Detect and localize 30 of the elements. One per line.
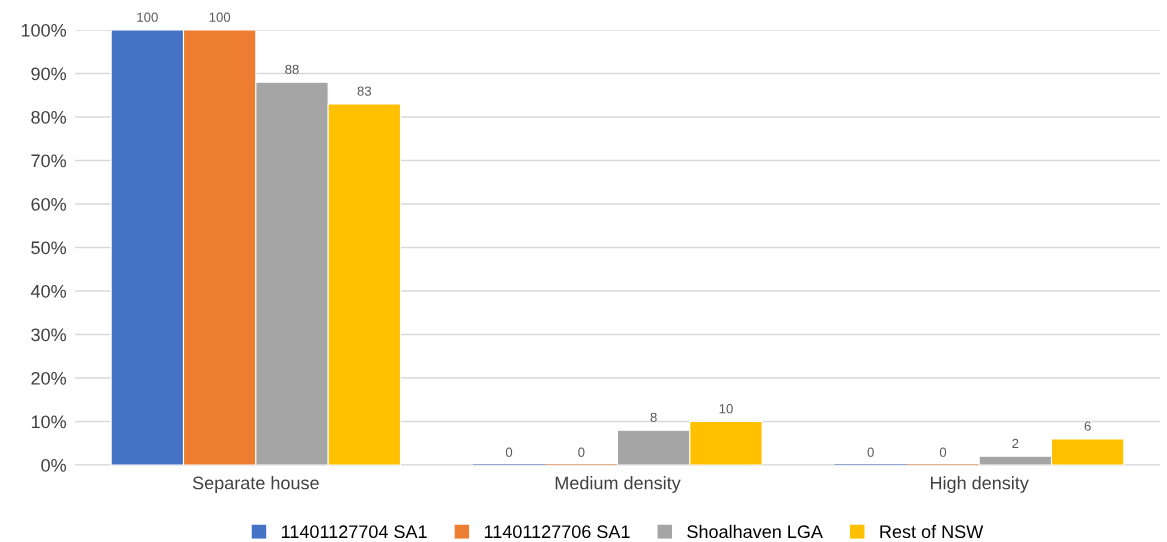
data-label: 10 [719,403,733,414]
data-label: 8 [650,412,657,423]
data-label: 0 [939,447,947,457]
data-label: 0 [578,447,585,457]
x-tick-label: High density [930,476,1029,493]
legend-label: 11401127706 SA1 [484,525,630,539]
x-tick-label: Medium density [555,476,681,493]
y-tick-label: 100% [21,23,67,37]
y-tick-label: 40% [30,284,67,298]
data-label: 83 [357,86,372,96]
data-label: 0 [867,447,874,457]
data-label: 6 [1084,421,1091,431]
data-label: 100 [137,12,158,22]
data-label: 0 [505,447,513,457]
y-tick-label: 90% [31,67,67,81]
data-label: 88 [285,64,299,75]
y-tick-label: 10% [31,415,67,429]
legend-label: 11401127704 SA1 [282,525,427,539]
y-tick-label: 20% [31,371,67,385]
y-tick-label: 70% [31,154,67,168]
legend-label: Shoalhaven LGA [687,524,823,539]
y-tick-label: 50% [31,241,67,255]
legend-label: Rest of NSW [880,524,984,539]
y-tick-label: 80% [31,110,67,124]
y-tick-label: 0% [41,458,67,472]
x-tick-label: Separate house [192,476,319,493]
y-tick-label: 60% [31,197,67,211]
data-label: 2 [1012,438,1019,449]
data-label: 100 [209,12,231,22]
y-tick-label: 30% [31,328,67,342]
